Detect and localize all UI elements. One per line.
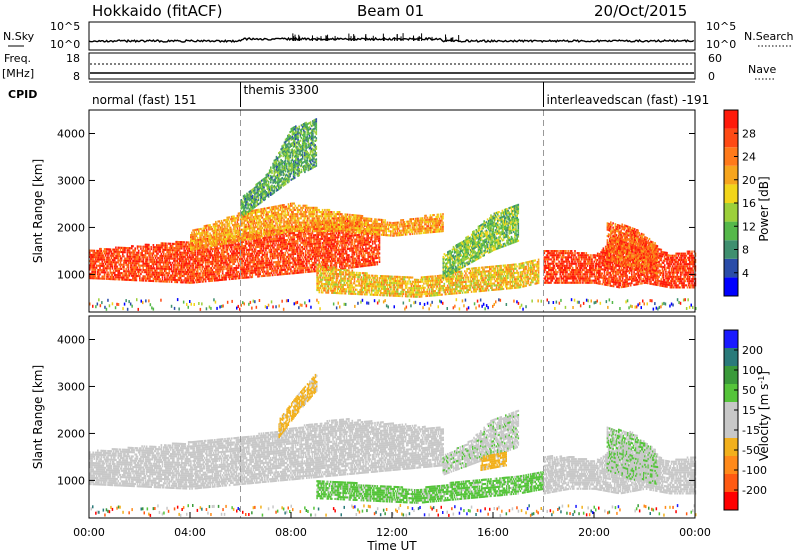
noise-sky-label: N.Sky bbox=[3, 30, 35, 43]
beam-title: Beam 01 bbox=[357, 2, 424, 20]
nave-tick-top: 60 bbox=[708, 52, 722, 65]
data-region-2 bbox=[316, 258, 540, 298]
data-region-3 bbox=[543, 445, 697, 495]
data-region-3 bbox=[442, 203, 520, 280]
cpid-panel: CPID normal (fast) 151 themis 3300 interle… bbox=[8, 81, 710, 107]
time-xlabel: Time UT bbox=[366, 539, 417, 553]
freq-tick-bottom: 8 bbox=[73, 70, 80, 83]
data-region-5 bbox=[278, 373, 318, 439]
ytick-label: 3000 bbox=[57, 174, 85, 187]
ytick-label: 1000 bbox=[57, 474, 85, 487]
colorbar-swatch bbox=[724, 420, 738, 438]
colorbar-tick-label: 28 bbox=[742, 127, 756, 140]
ytick-label: 2000 bbox=[57, 221, 85, 234]
colorbar-swatch bbox=[724, 330, 738, 348]
colorbar-swatch bbox=[724, 221, 738, 241]
velocity-ylabel: Slant Range [km] bbox=[31, 365, 45, 469]
data-region-0 bbox=[89, 418, 444, 490]
colorbar-tick-label: 4 bbox=[742, 267, 749, 280]
noise-trace bbox=[88, 33, 695, 44]
data-region-4 bbox=[606, 426, 659, 485]
data-region-6 bbox=[480, 451, 507, 471]
ytick-label: 2000 bbox=[57, 427, 85, 440]
xtick-label: 04:00 bbox=[174, 526, 206, 539]
cpid-label: CPID bbox=[8, 88, 37, 101]
colorbar-tick-label: 8 bbox=[742, 244, 749, 257]
ytick-label: 4000 bbox=[57, 333, 85, 346]
data-region-1 bbox=[316, 471, 544, 504]
colorbar-tick-label: 24 bbox=[742, 151, 756, 164]
colorbar-swatch bbox=[724, 165, 738, 185]
colorbar-swatch bbox=[724, 348, 738, 366]
noise-search-label: N.Search bbox=[744, 30, 794, 43]
power-cbar-label: Power [dB] bbox=[757, 176, 771, 241]
xtick-label: 08:00 bbox=[275, 526, 307, 539]
ytick-label: 3000 bbox=[57, 380, 85, 393]
colorbar-swatch bbox=[724, 240, 738, 259]
noise-panel: N.Sky 10^5 10^0 10^5 10^0 N.Search bbox=[3, 20, 794, 51]
xtick-label: 20:00 bbox=[578, 526, 610, 539]
velocity-panel: 1000 2000 3000 4000 00:00 04:00 08:00 12:00 16:… bbox=[31, 315, 772, 553]
colorbar-swatch bbox=[724, 456, 738, 474]
colorbar-tick-label: 200 bbox=[742, 344, 763, 357]
colorbar-swatch bbox=[724, 438, 738, 456]
noise-right-tick-top: 10^5 bbox=[706, 20, 736, 33]
cpid-mode-label: normal (fast) 151 bbox=[92, 93, 196, 107]
freq-unit: [MHz] bbox=[2, 67, 34, 80]
power-ylabel: Slant Range [km] bbox=[31, 159, 45, 263]
colorbar-swatch bbox=[724, 147, 738, 166]
noise-left-tick-bottom: 10^0 bbox=[50, 38, 80, 51]
colorbar-tick-label: -15 bbox=[742, 424, 760, 437]
colorbar-swatch bbox=[724, 110, 738, 129]
data-region-5 bbox=[606, 221, 659, 279]
colorbar-swatch bbox=[724, 474, 738, 492]
freq-panel: Freq. [MHz] 18 8 60 0 Nave bbox=[2, 52, 776, 83]
colorbar-swatch bbox=[724, 184, 738, 203]
data-region-1 bbox=[190, 202, 444, 251]
xtick-label: 16:00 bbox=[477, 526, 509, 539]
data-region-2 bbox=[442, 409, 520, 476]
colorbar-swatch bbox=[724, 402, 738, 420]
colorbar-tick-label: 15 bbox=[742, 404, 756, 417]
date-title: 20/Oct/2015 bbox=[594, 2, 687, 20]
power-panel: 1000 2000 3000 4000 Slant Range [km] 4 8 12 16… bbox=[31, 109, 771, 313]
colorbar-swatch bbox=[724, 128, 738, 148]
freq-tick-top: 18 bbox=[66, 52, 80, 65]
colorbar-tick-label: -100 bbox=[742, 464, 767, 477]
data-region-0 bbox=[89, 216, 381, 284]
ground-scatter-strip bbox=[90, 504, 697, 517]
ytick-label: 4000 bbox=[57, 127, 85, 140]
xtick-label: 00:00 bbox=[73, 526, 105, 539]
xtick-label: 00:00 bbox=[679, 526, 711, 539]
xtick-label: 12:00 bbox=[376, 526, 408, 539]
nave-label: Nave bbox=[748, 63, 776, 76]
noise-left-tick-top: 10^5 bbox=[50, 20, 80, 33]
nave-tick-bottom: 0 bbox=[708, 70, 715, 83]
colorbar-tick-label: 50 bbox=[742, 384, 756, 397]
colorbar-swatch bbox=[724, 384, 738, 402]
ytick-label: 1000 bbox=[57, 268, 85, 281]
colorbar-tick-label: 12 bbox=[742, 220, 756, 233]
cpid-mode-label: interleavedscan (fast) -191 bbox=[547, 93, 710, 107]
colorbar-swatch bbox=[724, 203, 738, 222]
colorbar-swatch bbox=[724, 258, 738, 278]
data-region-6 bbox=[240, 118, 318, 218]
colorbar-tick-label: -50 bbox=[742, 444, 760, 457]
radar-title: Hokkaido (fitACF) bbox=[92, 2, 223, 20]
freq-label: Freq. bbox=[4, 52, 31, 65]
colorbar-tick-label: 16 bbox=[742, 197, 756, 210]
ground-scatter-strip bbox=[89, 298, 697, 311]
colorbar-swatch bbox=[724, 277, 738, 296]
velocity-cbar-label: Velocity [m s-1] bbox=[757, 371, 772, 461]
colorbar-tick-label: 20 bbox=[742, 174, 756, 187]
colorbar-swatch bbox=[724, 492, 738, 510]
cpid-mode-label: themis 3300 bbox=[244, 83, 319, 97]
colorbar-tick-label: 100 bbox=[742, 364, 763, 377]
noise-right-tick-bottom: 10^0 bbox=[706, 38, 736, 51]
colorbar-tick-label: -200 bbox=[742, 484, 767, 497]
colorbar-swatch bbox=[724, 366, 738, 384]
